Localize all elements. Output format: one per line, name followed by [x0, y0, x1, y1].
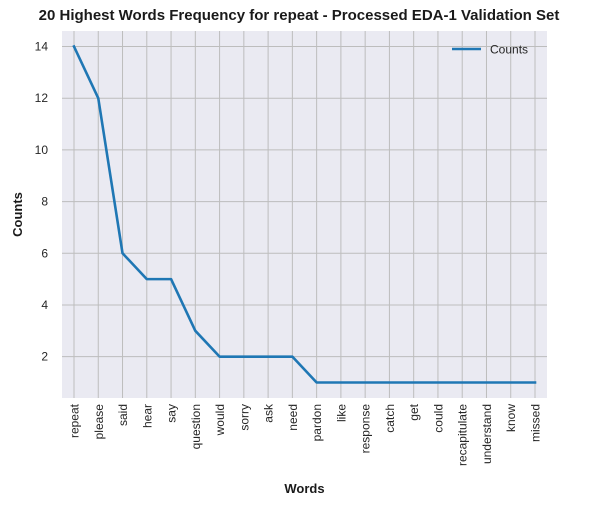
x-axis-label: Words	[284, 481, 324, 496]
x-tick-label: need	[286, 404, 300, 431]
x-tick-label: know	[504, 404, 518, 432]
x-tick-label: please	[92, 404, 106, 440]
chart-title: 20 Highest Words Frequency for repeat - …	[38, 7, 560, 24]
y-axis-label: Counts	[10, 192, 25, 237]
y-tick-label: 12	[35, 91, 49, 105]
x-tick-label: recapitulate	[456, 404, 470, 466]
x-tick-label: ask	[262, 403, 276, 423]
legend-label: Counts	[490, 43, 528, 57]
x-tick-label: sorry	[237, 404, 251, 431]
x-tick-label: catch	[383, 404, 397, 433]
x-tick-label: response	[359, 404, 373, 454]
x-tick-label: missed	[529, 404, 543, 442]
y-tick-label: 10	[35, 143, 49, 157]
x-tick-label: question	[189, 404, 203, 449]
y-tick-label: 2	[41, 350, 48, 364]
x-tick-label: could	[431, 404, 445, 433]
x-tick-label: hear	[140, 404, 154, 428]
series-line-counts	[72, 44, 537, 384]
x-tick-label: say	[165, 404, 179, 423]
x-tick-label: said	[116, 404, 130, 426]
y-tick-label: 6	[41, 246, 48, 260]
x-tick-label: repeat	[68, 403, 82, 438]
x-tick-label: understand	[480, 404, 494, 464]
y-tick-label: 14	[35, 40, 49, 54]
x-tick-label: would	[213, 404, 227, 436]
y-tick-label: 4	[41, 298, 48, 312]
x-tick-label: get	[407, 403, 421, 420]
x-tick-label: like	[334, 404, 348, 422]
plot-area	[62, 31, 547, 398]
x-tick-label: pardon	[310, 404, 324, 441]
y-tick-label: 8	[41, 195, 48, 209]
